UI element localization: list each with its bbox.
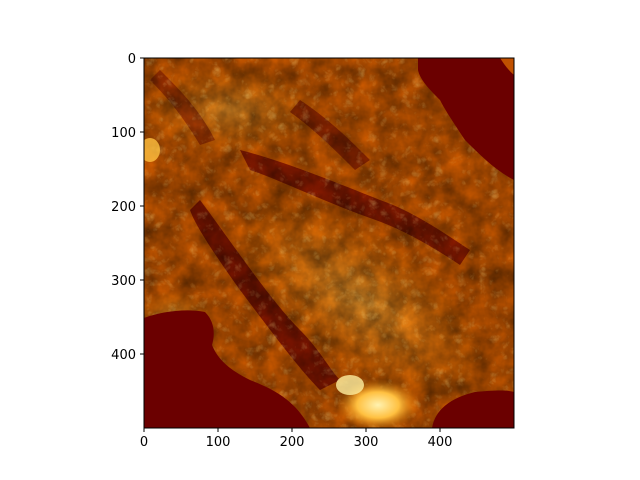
bright-left-edge [144,138,160,162]
y-tick-label: 100 [111,126,136,141]
dark-region-bottom-right [432,390,514,428]
x-tick-label: 400 [428,435,453,450]
heatmap-image [144,58,514,428]
x-tick-label: 100 [206,435,231,450]
y-axis: 0 100 200 300 400 [111,52,144,363]
x-axis: 0 100 200 300 400 [140,428,453,450]
plot-frame [143,57,515,429]
dark-region-top-right-notch [500,58,514,75]
y-tick-label: 300 [111,274,136,289]
y-tick-label: 0 [128,52,136,67]
x-tick-label: 0 [140,435,148,450]
y-tick-label: 400 [111,348,136,363]
x-tick-label: 300 [354,435,379,450]
bright-region-small [336,375,364,395]
dark-region-lower-left [144,310,310,428]
dark-region-upper-right [418,58,514,180]
y-tick-label: 200 [111,200,136,215]
x-tick-label: 200 [280,435,305,450]
